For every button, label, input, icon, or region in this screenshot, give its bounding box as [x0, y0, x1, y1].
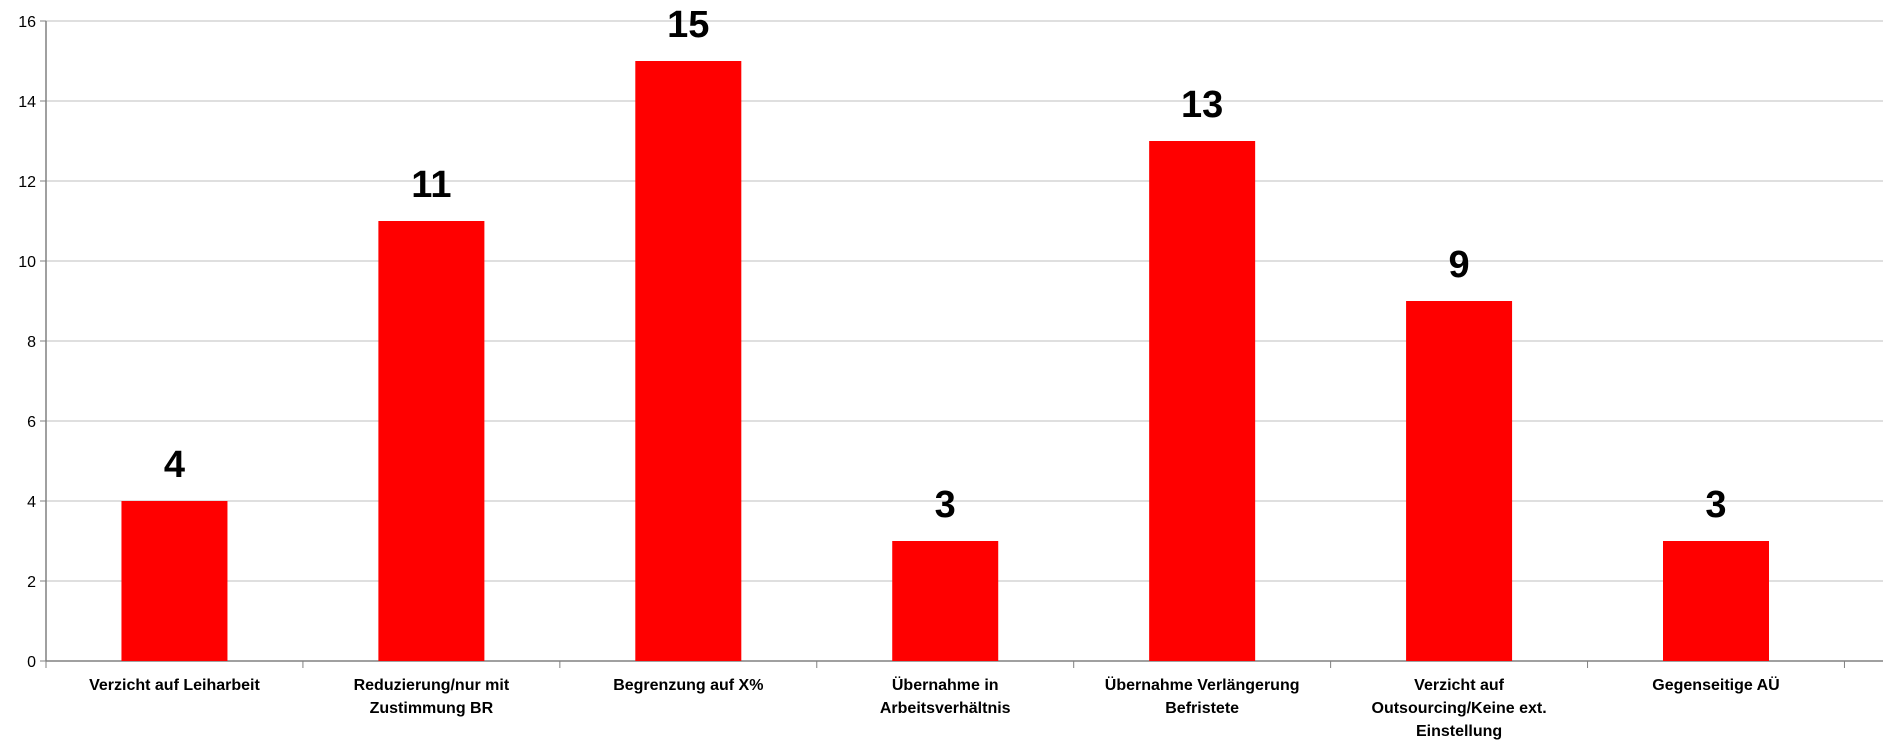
- y-tick-label: 12: [18, 174, 36, 191]
- x-category-label: Befristete: [1165, 700, 1239, 717]
- data-label: 11: [411, 164, 451, 206]
- x-category-label: Verzicht auf: [1414, 677, 1504, 694]
- y-tick-label: 0: [27, 654, 36, 671]
- data-label: 4: [164, 444, 185, 486]
- data-label: 9: [1449, 244, 1470, 286]
- x-category-label: Zustimmung BR: [370, 700, 494, 717]
- x-category-label: Outsourcing/Keine ext.: [1372, 700, 1547, 717]
- x-category-label: Begrenzung auf X%: [613, 677, 763, 694]
- x-category-label: Einstellung: [1416, 723, 1502, 740]
- y-tick-label: 4: [27, 494, 36, 511]
- bar: [635, 61, 742, 661]
- x-category-label: Arbeitsverhältnis: [880, 700, 1011, 717]
- data-label: 3: [935, 484, 956, 526]
- x-category-label: Verzicht auf Leiharbeit: [89, 677, 260, 694]
- bar: [1406, 301, 1513, 661]
- y-tick-label: 2: [27, 574, 36, 591]
- data-label: 15: [667, 4, 709, 46]
- x-category-label: Übernahme in: [892, 675, 999, 694]
- y-tick-label: 6: [27, 414, 36, 431]
- x-category-label: Übernahme Verlängerung: [1105, 675, 1300, 694]
- bar: [378, 221, 485, 661]
- y-tick-label: 16: [18, 14, 36, 31]
- bar: [121, 501, 228, 661]
- x-category-label: Reduzierung/nur mit: [354, 677, 510, 694]
- y-tick-label: 8: [27, 334, 36, 351]
- y-tick-label: 14: [18, 94, 36, 111]
- data-label: 13: [1181, 84, 1223, 126]
- x-category-label: Gegenseitige AÜ: [1652, 675, 1779, 694]
- bar: [1149, 141, 1256, 661]
- bar: [892, 541, 999, 661]
- y-tick-label: 10: [18, 254, 36, 271]
- data-label: 3: [1705, 484, 1726, 526]
- bar: [1663, 541, 1769, 661]
